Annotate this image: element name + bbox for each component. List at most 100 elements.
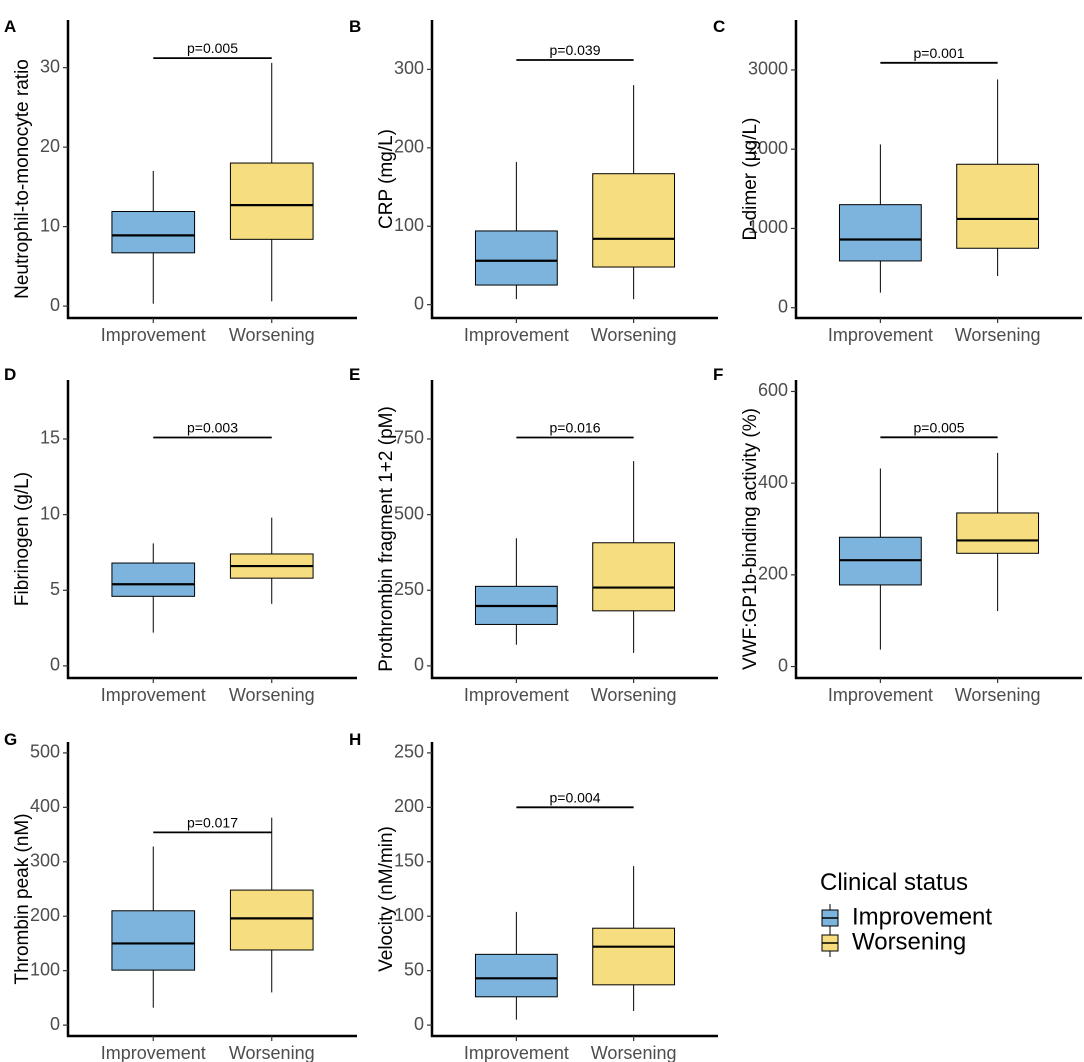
box-iqr <box>956 163 1040 249</box>
panel-b: B 0 100 200 300 Improvement Worsening CRP (mg/L… <box>349 17 718 345</box>
panel-label: C <box>713 17 725 36</box>
y-tick-label: 0 <box>414 293 424 313</box>
y-tick-label: 5 <box>50 579 60 599</box>
box-worsening <box>229 817 314 993</box>
y-axis-title: D-dimer (µg/L) <box>740 118 761 241</box>
p-value-label: p=0.005 <box>187 40 238 56</box>
y-tick-label: 0 <box>778 655 788 675</box>
box-improvement <box>474 538 558 645</box>
p-value-label: p=0.003 <box>187 419 238 435</box>
box-iqr <box>111 562 196 597</box>
y-tick-label: 1000 <box>748 217 788 237</box>
p-value-label: p=0.039 <box>550 42 601 58</box>
box-iqr <box>474 230 558 286</box>
y-tick-label: 500 <box>394 503 424 523</box>
legend-title: Clinical status <box>820 869 968 896</box>
y-tick-label: 10 <box>40 503 60 523</box>
panel-a: A 0 10 20 30 Improvement Worsening Neutrophil-t… <box>4 17 357 345</box>
y-tick-label: 300 <box>394 58 424 78</box>
p-value-label: p=0.016 <box>550 419 601 435</box>
y-tick-label: 0 <box>778 296 788 316</box>
panel-d: D 0 5 10 15 Improvement Worsening Fibrinogen (g… <box>4 365 357 705</box>
y-tick-label: 20 <box>40 136 60 156</box>
box-iqr <box>592 927 676 986</box>
legend-item-improvement: Improvement <box>821 903 992 932</box>
box-improvement <box>838 468 922 650</box>
panel-c: C 0 1000 2000 3000 Improvement Worsening D-dime… <box>713 17 1082 345</box>
box-improvement <box>474 161 558 300</box>
y-axis-title: Prothrombin fragment 1+2 (pM) <box>376 406 397 672</box>
y-tick-label: 0 <box>50 655 60 675</box>
y-axis-title: Velocity (nM/min) <box>376 826 397 972</box>
x-tick-label: Improvement <box>828 325 933 345</box>
box-worsening <box>592 866 676 1011</box>
x-tick-label: Improvement <box>828 685 933 705</box>
y-tick-label: 0 <box>414 655 424 675</box>
y-tick-label: 400 <box>758 472 788 492</box>
x-tick-label: Improvement <box>464 1043 569 1062</box>
panel-label: F <box>713 365 723 384</box>
panel-h: H 0 50 100 150 200 250 Improvement Worsening Velo… <box>349 730 718 1062</box>
y-tick-label: 250 <box>394 579 424 599</box>
x-tick-label: Worsening <box>229 1043 315 1062</box>
legend-label: Improvement <box>852 903 992 930</box>
panel-label: E <box>349 365 360 384</box>
y-tick-label: 100 <box>394 905 424 925</box>
y-tick-label: 300 <box>30 851 60 871</box>
box-worsening <box>229 62 314 302</box>
box-iqr <box>956 512 1040 554</box>
panel-label: D <box>4 365 16 384</box>
y-tick-label: 750 <box>394 428 424 448</box>
y-tick-label: 0 <box>50 1014 60 1034</box>
y-tick-label: 200 <box>30 905 60 925</box>
y-axis-title: Neutrophil-to-monocyte ratio <box>12 59 33 299</box>
y-tick-label: 50 <box>404 959 424 979</box>
x-tick-label: Worsening <box>229 325 315 345</box>
y-tick-label: 10 <box>40 215 60 235</box>
box-worsening <box>956 452 1040 612</box>
box-improvement <box>838 144 922 293</box>
y-axis-title: VWF:GP1b-binding activity (%) <box>740 408 761 670</box>
box-iqr <box>111 910 196 971</box>
box-worsening <box>956 79 1040 276</box>
box-worsening <box>592 85 676 300</box>
legend-label: Worsening <box>852 928 966 955</box>
p-value-label: p=0.001 <box>914 45 965 61</box>
panel-label: G <box>4 730 17 749</box>
box-iqr <box>592 173 676 268</box>
panel-f: F 0 200 400 600 Improvement Worsening VWF:GP1b-… <box>713 365 1082 705</box>
y-tick-label: 200 <box>394 796 424 816</box>
box-iqr <box>229 162 314 240</box>
x-tick-label: Worsening <box>229 685 315 705</box>
x-tick-label: Worsening <box>591 685 677 705</box>
y-tick-label: 3000 <box>748 59 788 79</box>
panel-label: H <box>349 730 361 749</box>
box-iqr <box>111 211 196 254</box>
x-tick-label: Worsening <box>591 325 677 345</box>
y-tick-label: 250 <box>394 742 424 762</box>
y-tick-label: 100 <box>394 215 424 235</box>
x-tick-label: Improvement <box>101 685 206 705</box>
y-tick-label: 15 <box>40 428 60 448</box>
y-axis-title: Thrombin peak (nM) <box>12 813 33 984</box>
y-tick-label: 200 <box>394 137 424 157</box>
box-iqr <box>838 204 922 262</box>
legend-item-worsening: Worsening <box>821 928 966 957</box>
y-tick-label: 0 <box>414 1014 424 1034</box>
y-tick-label: 0 <box>50 295 60 315</box>
box-iqr <box>229 889 314 951</box>
box-iqr <box>592 542 676 612</box>
box-improvement <box>111 846 196 1008</box>
x-tick-label: Improvement <box>101 1043 206 1062</box>
p-value-label: p=0.005 <box>914 419 965 435</box>
x-tick-label: Worsening <box>955 325 1041 345</box>
panel-label: A <box>4 17 16 36</box>
x-tick-label: Improvement <box>464 685 569 705</box>
y-tick-label: 30 <box>40 56 60 76</box>
y-tick-label: 600 <box>758 380 788 400</box>
y-tick-label: 100 <box>30 959 60 979</box>
y-tick-label: 400 <box>30 796 60 816</box>
y-axis-title: Fibrinogen (g/L) <box>12 472 33 606</box>
